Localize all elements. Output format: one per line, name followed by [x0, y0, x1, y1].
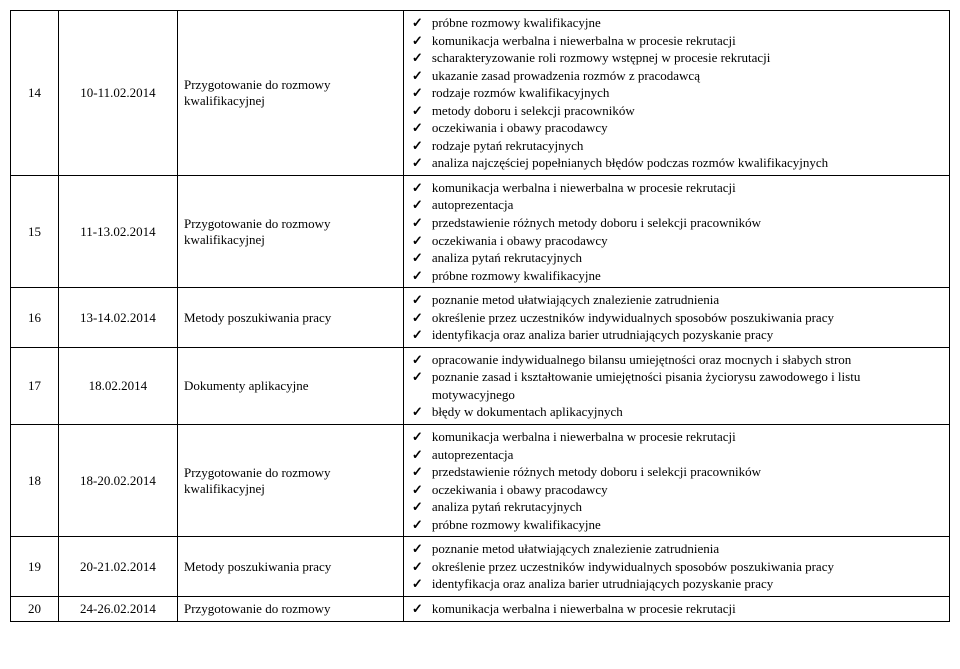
list-item: komunikacja werbalna i niewerbalna w pro… — [428, 600, 943, 618]
table-row: 1613-14.02.2014Metody poszukiwania pracy… — [11, 288, 950, 348]
content-list: próbne rozmowy kwalifikacyjnekomunikacja… — [410, 14, 943, 172]
list-item: rodzaje pytań rekrutacyjnych — [428, 137, 943, 155]
list-item: przedstawienie różnych metody doboru i s… — [428, 463, 943, 481]
row-date: 24-26.02.2014 — [58, 596, 177, 621]
table-row: 2024-26.02.2014Przygotowanie do rozmowy k… — [11, 596, 950, 621]
list-item: określenie przez uczestników indywidualn… — [428, 558, 943, 576]
row-number: 17 — [11, 347, 59, 424]
content-list: poznanie metod ułatwiających znalezienie… — [410, 540, 943, 593]
list-item: metody doboru i selekcji pracowników — [428, 102, 943, 120]
row-title: Metody poszukiwania pracy — [177, 537, 403, 597]
row-number: 20 — [11, 596, 59, 621]
row-date: 13-14.02.2014 — [58, 288, 177, 348]
list-item: oczekiwania i obawy pracodawcy — [428, 481, 943, 499]
list-item: próbne rozmowy kwalifikacyjne — [428, 14, 943, 32]
list-item: autoprezentacja — [428, 196, 943, 214]
list-item: poznanie metod ułatwiających znalezienie… — [428, 540, 943, 558]
table-row: 1920-21.02.2014Metody poszukiwania pracy… — [11, 537, 950, 597]
list-item: opracowanie indywidualnego bilansu umiej… — [428, 351, 943, 369]
row-date: 20-21.02.2014 — [58, 537, 177, 597]
row-number: 16 — [11, 288, 59, 348]
row-title: Przygotowanie do rozmowy kwalifikacyjnej — [177, 425, 403, 537]
row-number: 18 — [11, 425, 59, 537]
row-date: 11-13.02.2014 — [58, 175, 177, 287]
list-item: autoprezentacja — [428, 446, 943, 464]
row-title: Dokumenty aplikacyjne — [177, 347, 403, 424]
row-content: komunikacja werbalna i niewerbalna w pro… — [403, 175, 949, 287]
table-row: 1410-11.02.2014Przygotowanie do rozmowy … — [11, 11, 950, 176]
row-number: 15 — [11, 175, 59, 287]
list-item: poznanie zasad i kształtowanie umiejętno… — [428, 368, 943, 403]
content-list: komunikacja werbalna i niewerbalna w pro… — [410, 428, 943, 533]
list-item: identyfikacja oraz analiza barier utrudn… — [428, 326, 943, 344]
row-number: 14 — [11, 11, 59, 176]
list-item: scharakteryzowanie roli rozmowy wstępnej… — [428, 49, 943, 67]
list-item: rodzaje rozmów kwalifikacyjnych — [428, 84, 943, 102]
list-item: komunikacja werbalna i niewerbalna w pro… — [428, 428, 943, 446]
row-title: Metody poszukiwania pracy — [177, 288, 403, 348]
row-date: 18-20.02.2014 — [58, 425, 177, 537]
list-item: poznanie metod ułatwiających znalezienie… — [428, 291, 943, 309]
content-list: komunikacja werbalna i niewerbalna w pro… — [410, 179, 943, 284]
row-title: Przygotowanie do rozmowy — [177, 596, 403, 621]
list-item: komunikacja werbalna i niewerbalna w pro… — [428, 179, 943, 197]
list-item: przedstawienie różnych metody doboru i s… — [428, 214, 943, 232]
list-item: określenie przez uczestników indywidualn… — [428, 309, 943, 327]
list-item: komunikacja werbalna i niewerbalna w pro… — [428, 32, 943, 50]
table-row: 1818-20.02.2014Przygotowanie do rozmowy … — [11, 425, 950, 537]
list-item: ukazanie zasad prowadzenia rozmów z prac… — [428, 67, 943, 85]
content-list: opracowanie indywidualnego bilansu umiej… — [410, 351, 943, 421]
row-content: komunikacja werbalna i niewerbalna w pro… — [403, 596, 949, 621]
row-date: 10-11.02.2014 — [58, 11, 177, 176]
list-item: identyfikacja oraz analiza barier utrudn… — [428, 575, 943, 593]
row-content: opracowanie indywidualnego bilansu umiej… — [403, 347, 949, 424]
list-item: oczekiwania i obawy pracodawcy — [428, 232, 943, 250]
schedule-table: 1410-11.02.2014Przygotowanie do rozmowy … — [10, 10, 950, 622]
list-item: próbne rozmowy kwalifikacyjne — [428, 516, 943, 534]
row-content: komunikacja werbalna i niewerbalna w pro… — [403, 425, 949, 537]
row-date: 18.02.2014 — [58, 347, 177, 424]
content-list: komunikacja werbalna i niewerbalna w pro… — [410, 600, 943, 618]
list-item: analiza najczęściej popełnianych błędów … — [428, 154, 943, 172]
list-item: analiza pytań rekrutacyjnych — [428, 498, 943, 516]
row-title: Przygotowanie do rozmowy kwalifikacyjnej — [177, 175, 403, 287]
row-content: próbne rozmowy kwalifikacyjnekomunikacja… — [403, 11, 949, 176]
list-item: próbne rozmowy kwalifikacyjne — [428, 267, 943, 285]
row-number: 19 — [11, 537, 59, 597]
row-content: poznanie metod ułatwiających znalezienie… — [403, 288, 949, 348]
list-item: oczekiwania i obawy pracodawcy — [428, 119, 943, 137]
table-row: 1511-13.02.2014Przygotowanie do rozmowy … — [11, 175, 950, 287]
row-content: poznanie metod ułatwiających znalezienie… — [403, 537, 949, 597]
list-item: błędy w dokumentach aplikacyjnych — [428, 403, 943, 421]
content-list: poznanie metod ułatwiających znalezienie… — [410, 291, 943, 344]
row-title: Przygotowanie do rozmowy kwalifikacyjnej — [177, 11, 403, 176]
list-item: analiza pytań rekrutacyjnych — [428, 249, 943, 267]
table-row: 1718.02.2014Dokumenty aplikacyjne opracow… — [11, 347, 950, 424]
